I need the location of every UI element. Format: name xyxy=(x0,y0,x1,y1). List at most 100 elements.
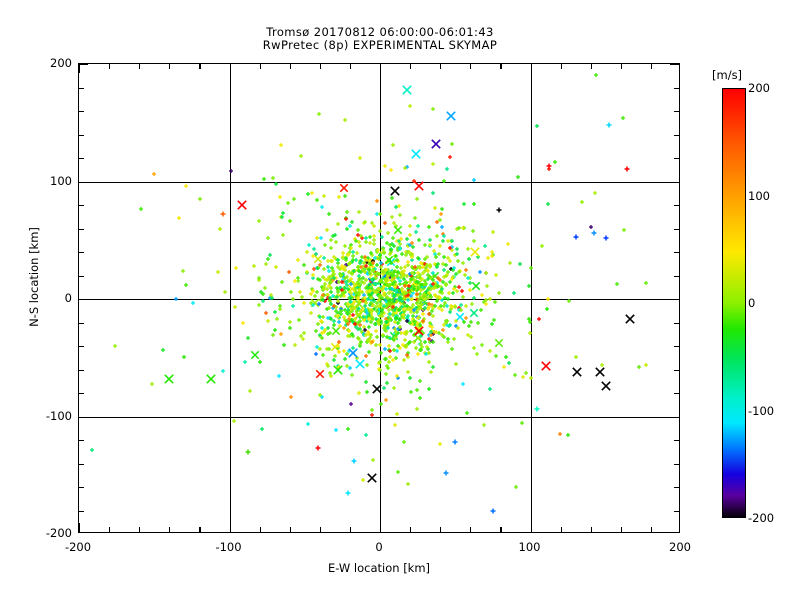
data-point-cluster xyxy=(453,319,458,324)
data-point-cluster xyxy=(321,255,326,260)
data-point-cluster xyxy=(372,276,377,281)
data-point-cluster xyxy=(399,272,404,277)
data-point-cluster xyxy=(404,250,409,255)
data-point-cluster xyxy=(260,427,265,432)
data-point-cluster xyxy=(327,276,332,281)
data-point-cluster xyxy=(275,316,280,321)
data-point-cluster xyxy=(360,275,365,280)
data-point-cluster xyxy=(429,283,434,288)
data-point-cluster xyxy=(445,322,450,327)
data-point-cluster xyxy=(271,332,276,337)
data-point-cluster xyxy=(338,286,343,291)
data-point-cluster xyxy=(392,347,397,352)
data-point-cluster xyxy=(428,237,433,242)
data-point-cluster xyxy=(316,276,321,281)
data-point-cluster xyxy=(423,290,428,295)
data-point-cluster xyxy=(383,328,388,333)
data-point-cluster xyxy=(385,319,390,324)
data-point-cluster xyxy=(411,288,416,293)
data-point-cluster xyxy=(440,206,445,211)
data-point-cluster xyxy=(368,300,373,305)
data-point-cluster xyxy=(414,292,419,297)
data-point-outlier-32 xyxy=(345,490,351,496)
data-point-cluster xyxy=(181,269,186,274)
data-point-cluster xyxy=(416,315,421,320)
data-point-cluster xyxy=(314,352,319,357)
data-point-cluster xyxy=(451,274,456,279)
data-point-cluster xyxy=(251,264,256,269)
data-point-cluster xyxy=(386,321,391,326)
data-point-cluster xyxy=(397,307,402,312)
data-point-cluster xyxy=(389,168,394,173)
data-point-cluster xyxy=(295,258,300,263)
data-point-cluster xyxy=(384,267,389,272)
data-point-cluster xyxy=(405,329,410,334)
data-point-cluster xyxy=(356,284,361,289)
data-point-cluster xyxy=(460,260,465,265)
data-point-cluster xyxy=(325,332,330,337)
data-point-cluster xyxy=(493,272,498,277)
data-point-cluster xyxy=(390,241,395,246)
data-point-cluster xyxy=(389,287,394,292)
data-point-cluster xyxy=(331,323,336,328)
data-point-cluster xyxy=(460,288,465,293)
data-point-cluster xyxy=(181,354,186,359)
data-point-cluster xyxy=(390,236,395,241)
data-point-cluster xyxy=(408,223,413,228)
data-point-outlier-22 xyxy=(594,367,605,377)
data-point-cluster xyxy=(290,304,295,309)
data-point-cluster xyxy=(415,197,420,202)
data-point-cluster xyxy=(398,331,403,336)
data-point-cluster xyxy=(362,331,367,336)
data-point-cluster xyxy=(455,252,460,257)
data-point-cluster xyxy=(360,315,365,320)
data-point-cluster xyxy=(374,250,379,255)
y-tick-r--140 xyxy=(674,463,679,465)
data-point-cluster xyxy=(393,311,398,316)
data-point-cluster xyxy=(427,304,432,309)
data-point-cluster xyxy=(393,287,398,292)
data-point-cluster xyxy=(370,340,375,345)
data-point-cluster xyxy=(256,276,261,281)
x-tick-b--200 xyxy=(79,523,81,532)
data-point-cluster xyxy=(416,307,421,312)
data-point-cluster xyxy=(416,265,421,270)
data-point-cluster xyxy=(374,275,379,280)
data-point-cluster xyxy=(289,394,294,399)
data-point-cluster xyxy=(409,284,414,289)
data-point-outlier-33 xyxy=(443,470,449,476)
data-point-cluster xyxy=(368,235,373,240)
data-point-cluster xyxy=(418,301,423,306)
data-point-cluster xyxy=(268,293,273,298)
data-point-cluster xyxy=(318,346,323,351)
data-point-cluster xyxy=(383,316,388,321)
data-point-cluster xyxy=(512,373,517,378)
data-point-cluster xyxy=(401,312,406,317)
data-point-cluster xyxy=(419,344,424,349)
data-point-cluster xyxy=(343,262,348,267)
data-point-cluster xyxy=(403,293,408,298)
data-point-cluster xyxy=(398,304,403,309)
data-point-cluster xyxy=(408,273,413,278)
data-point-cluster xyxy=(471,239,476,244)
data-point-cluster xyxy=(409,309,414,314)
data-point-cluster xyxy=(387,275,392,280)
data-point-cluster xyxy=(343,255,348,260)
data-point-cluster xyxy=(392,258,397,263)
data-point-cluster xyxy=(448,238,453,243)
data-point-cluster xyxy=(425,344,430,349)
data-point-cluster xyxy=(184,282,189,287)
data-point-cluster xyxy=(439,333,444,338)
data-point-cluster xyxy=(348,319,353,324)
data-point-cluster xyxy=(411,317,416,322)
data-point-cluster xyxy=(354,324,359,329)
data-point-cluster xyxy=(427,275,432,280)
data-point-cluster xyxy=(399,290,404,295)
data-point-cluster xyxy=(345,319,350,324)
data-point-cluster xyxy=(331,357,336,362)
data-point-cluster xyxy=(338,309,343,314)
data-point-cluster xyxy=(479,292,484,297)
data-point-cluster xyxy=(347,314,352,319)
x-tick-t-100 xyxy=(530,64,532,73)
data-point-cluster xyxy=(393,280,398,285)
